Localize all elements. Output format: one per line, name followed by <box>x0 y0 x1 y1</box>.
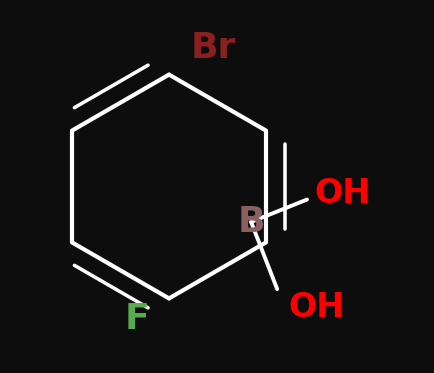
Text: OH: OH <box>288 291 344 324</box>
Text: OH: OH <box>314 178 370 210</box>
Text: Br: Br <box>191 31 236 66</box>
Text: F: F <box>125 302 149 336</box>
Text: B: B <box>237 205 264 239</box>
